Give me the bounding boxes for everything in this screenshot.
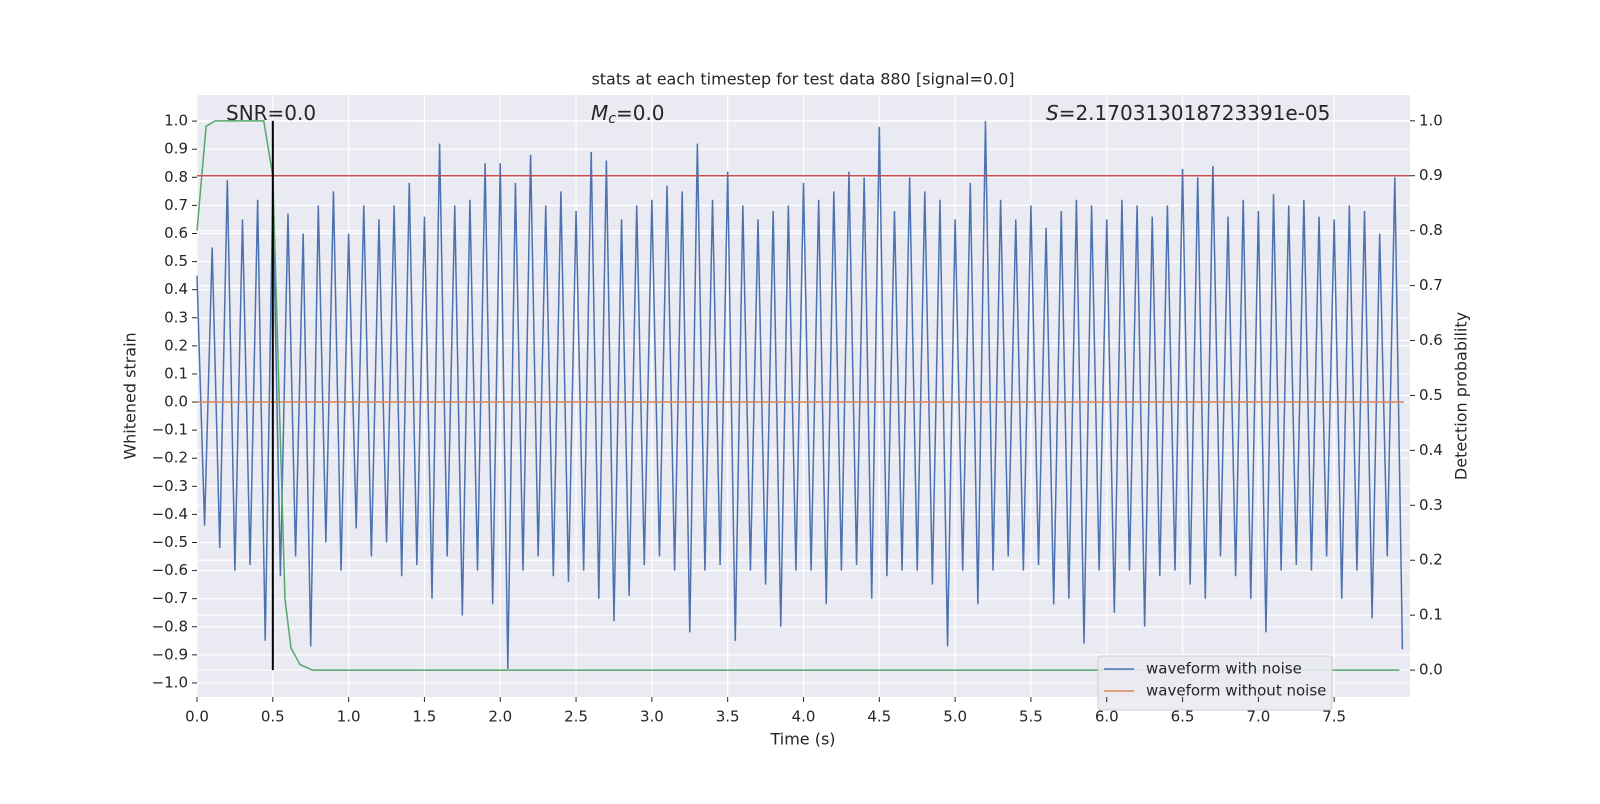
annotation: Mc=0.0 <box>591 101 665 128</box>
x-tick-label: 7.0 <box>1246 708 1270 726</box>
y-tick-label: 0.2 <box>164 336 188 354</box>
annotation-part: c <box>608 111 616 127</box>
x-tick-label: 3.5 <box>716 708 740 726</box>
y2-tick-label: 0.5 <box>1419 386 1443 404</box>
legend-label: waveform without noise <box>1146 682 1326 700</box>
y2-tick-label: 0.9 <box>1419 166 1443 184</box>
annotation-part: S <box>1046 101 1059 125</box>
y-tick-label: −0.1 <box>152 421 188 439</box>
x-tick-label: 4.5 <box>867 708 891 726</box>
y-tick-label: 0.9 <box>164 140 188 158</box>
y-tick-label: 0.0 <box>164 393 188 411</box>
y2-tick-label: 0.0 <box>1419 661 1443 679</box>
x-tick-label: 2.0 <box>488 708 512 726</box>
annotation-part: =2.170313018723391e-05 <box>1059 101 1331 125</box>
y-tick-label: −0.7 <box>152 589 188 607</box>
x-tick-label: 7.5 <box>1322 708 1346 726</box>
marks <box>196 120 1410 671</box>
annotation-part: SNR=0.0 <box>226 101 316 125</box>
y-tick-label: −0.6 <box>152 561 188 579</box>
chart-title: stats at each timestep for test data 880… <box>591 70 1014 89</box>
x-tick-label: 5.0 <box>943 708 967 726</box>
y-tick-label: 0.1 <box>164 364 188 382</box>
y-tick-label: −0.9 <box>152 645 188 663</box>
x-tick-label: 1.5 <box>413 708 437 726</box>
series-line <box>196 121 1404 669</box>
legend-label: waveform with noise <box>1146 660 1302 678</box>
y2-tick-label: 0.8 <box>1419 221 1443 239</box>
y-tick-label: −0.8 <box>152 617 188 635</box>
y2-tick-label: 0.3 <box>1419 496 1443 514</box>
annotation: S=2.170313018723391e-05 <box>1046 101 1330 125</box>
x-tick-label: 2.5 <box>564 708 588 726</box>
x-tick-label: 6.5 <box>1171 708 1195 726</box>
y-tick-label: −0.2 <box>152 449 188 467</box>
y2-tick-label: 0.2 <box>1419 551 1443 569</box>
annotation: SNR=0.0 <box>226 101 316 125</box>
x-tick-label: 1.0 <box>337 708 361 726</box>
y-tick-label: 0.8 <box>164 168 188 186</box>
y-tick-label: 0.6 <box>164 224 188 242</box>
x-tick-label: 5.5 <box>1019 708 1043 726</box>
y2-axis-label: Detection probability <box>1452 312 1471 480</box>
legend-box <box>1097 655 1333 711</box>
x-tick-label: 3.0 <box>640 708 664 726</box>
legend: waveform with noise waveform without nois… <box>1097 655 1333 711</box>
y2-tick-label: 0.4 <box>1419 441 1443 459</box>
annotation-part: =0.0 <box>616 101 665 125</box>
x-tick-label: 0.5 <box>261 708 285 726</box>
y-tick-label: −1.0 <box>152 673 188 691</box>
y-tick-label: 0.4 <box>164 280 188 298</box>
y-tick-label: 0.3 <box>164 308 188 326</box>
y2-tick-label: 0.7 <box>1419 276 1443 294</box>
y2-tick-label: 0.1 <box>1419 606 1443 624</box>
y2-tick-label: 0.6 <box>1419 331 1443 349</box>
x-tick-label: 4.0 <box>792 708 816 726</box>
x-tick-label: 6.0 <box>1095 708 1119 726</box>
x-tick-label: 0.0 <box>185 708 209 726</box>
y-tick-label: 0.7 <box>164 196 188 214</box>
series-line <box>196 120 1400 671</box>
y-axis-label: Whitened strain <box>121 332 140 459</box>
y-tick-label: −0.4 <box>152 505 188 523</box>
y-tick-label: 0.5 <box>164 252 188 270</box>
annotations: SNR=0.0 Mc=0.0 S=2.170313018723391e-05 <box>226 101 1330 128</box>
x-axis-label: Time (s) <box>769 730 835 749</box>
y-tick-label: −0.3 <box>152 477 188 495</box>
y-tick-label: −0.5 <box>152 533 188 551</box>
y2-tick-label: 1.0 <box>1419 111 1443 129</box>
y-tick-label: 1.0 <box>164 112 188 130</box>
annotation-part: M <box>591 101 608 125</box>
